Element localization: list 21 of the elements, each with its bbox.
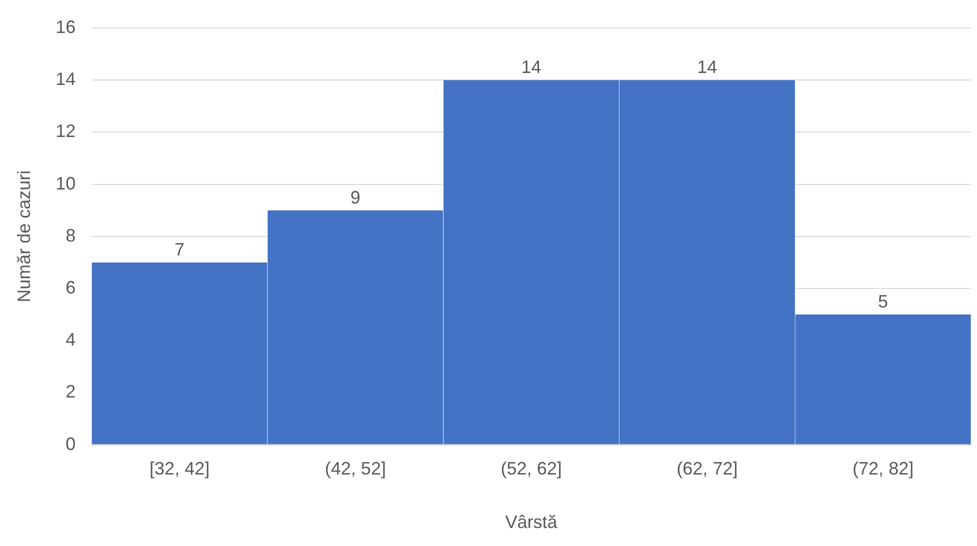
data-label: 14 <box>697 57 718 78</box>
x-tick-label: (42, 52] <box>324 458 386 479</box>
y-tick-label: 8 <box>66 225 76 246</box>
y-tick-label: 10 <box>56 173 76 194</box>
y-tick-label: 14 <box>56 69 76 90</box>
y-tick-label: 16 <box>56 16 76 37</box>
y-tick-label: 0 <box>66 434 76 454</box>
data-label: 9 <box>350 187 360 208</box>
x-tick-label: (62, 72] <box>676 458 738 479</box>
x-tick-label: (72, 82] <box>852 458 914 479</box>
data-label: 5 <box>878 292 888 312</box>
data-label: 7 <box>174 239 185 260</box>
y-axis-title: Număr de cazuri <box>14 170 34 302</box>
y-tick-label: 4 <box>66 330 76 350</box>
x-tick-label: (52, 62] <box>500 458 562 479</box>
y-tick-label: 12 <box>56 121 76 142</box>
y-tick-label: 2 <box>66 382 76 402</box>
x-axis-title: Vârstă <box>505 512 558 532</box>
data-label: 14 <box>521 57 542 78</box>
x-tick-label: [32, 42] <box>150 458 210 479</box>
y-tick-label: 6 <box>66 277 76 298</box>
